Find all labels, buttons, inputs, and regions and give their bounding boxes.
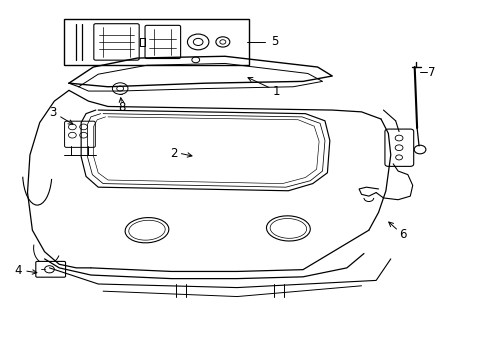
- Text: 2: 2: [170, 147, 177, 159]
- FancyBboxPatch shape: [94, 24, 139, 60]
- FancyBboxPatch shape: [36, 261, 65, 277]
- Text: 3: 3: [50, 107, 57, 120]
- Bar: [64, 19, 249, 65]
- Text: 6: 6: [398, 228, 406, 241]
- Text: 7: 7: [427, 66, 435, 79]
- Text: 5: 5: [270, 35, 278, 49]
- FancyBboxPatch shape: [145, 25, 180, 59]
- Text: 4: 4: [15, 264, 22, 277]
- FancyBboxPatch shape: [384, 129, 413, 166]
- Text: 1: 1: [272, 85, 279, 98]
- Text: 8: 8: [118, 101, 125, 114]
- FancyBboxPatch shape: [64, 121, 95, 147]
